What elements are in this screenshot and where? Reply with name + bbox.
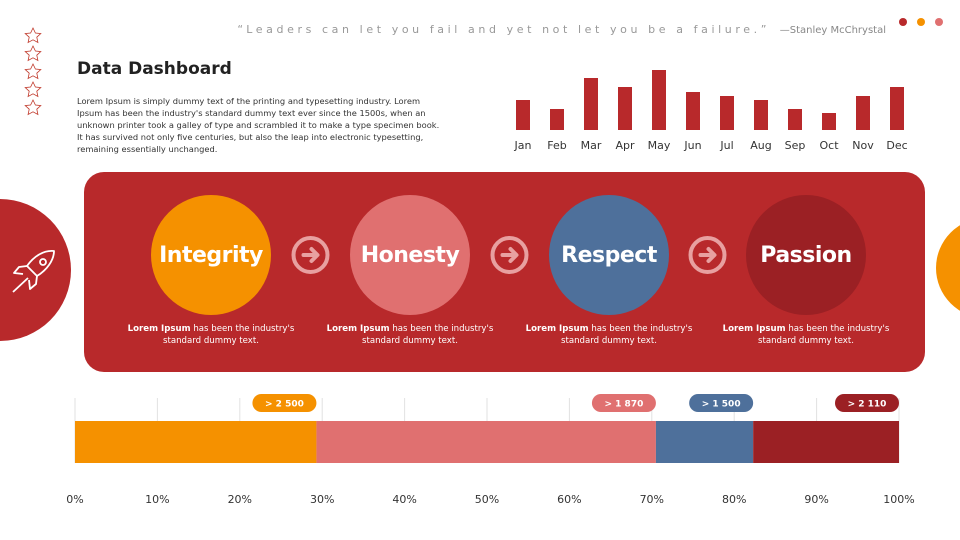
bar (890, 87, 904, 130)
value-title: Integrity (159, 243, 263, 268)
x-tick-label: 0% (66, 493, 83, 506)
dot (899, 18, 907, 26)
x-tick-label: Jan (514, 139, 532, 152)
x-tick-label: Oct (819, 139, 839, 152)
bar (788, 109, 802, 130)
title: Data Dashboard (77, 59, 232, 79)
caption-text: has been the industry's standard dummy t… (162, 324, 295, 346)
x-tick-label: 40% (392, 493, 416, 506)
stars (24, 27, 42, 116)
bar (856, 96, 870, 130)
bar (550, 109, 564, 130)
arrow-ring (291, 236, 330, 274)
value-title: Passion (760, 243, 851, 268)
bar-segment (75, 421, 317, 463)
bar-segment (655, 421, 754, 463)
bar (754, 100, 768, 130)
x-tick-label: Jun (683, 139, 701, 152)
annotation: > 1 870 (604, 400, 643, 410)
annotation: > 2 110 (848, 400, 887, 410)
caption-bold: Lorem Ipsum (525, 324, 589, 334)
x-tick-label: Apr (615, 139, 635, 152)
value-title: Respect (561, 243, 658, 268)
value-caption: Lorem Ipsum has been the industry's stan… (716, 323, 896, 347)
x-tick-label: 90% (804, 493, 828, 506)
dot (935, 18, 943, 26)
rocket-icon (12, 250, 55, 293)
value-circle (151, 195, 271, 315)
dot (917, 18, 925, 26)
x-tick-label: 10% (145, 493, 169, 506)
arrow (301, 247, 320, 263)
x-tick-label: Dec (886, 139, 907, 152)
annotation-pill (835, 394, 899, 412)
bar-segment (753, 421, 899, 463)
body-text: Lorem Ipsum is simply dummy text of the … (77, 96, 440, 154)
x-tick-label: Sep (785, 139, 806, 152)
annotation: > 2 500 (265, 400, 304, 410)
quote-author: —Stanley McChrystal (780, 25, 886, 36)
x-tick-label: 20% (228, 493, 252, 506)
bar (822, 113, 836, 130)
x-tick-label: 50% (475, 493, 499, 506)
bar (584, 78, 598, 130)
bar (652, 70, 666, 130)
x-tick-label: 60% (557, 493, 581, 506)
arrow (698, 247, 717, 263)
bar (516, 100, 530, 130)
x-tick-label: Aug (750, 139, 771, 152)
annotation-pill (252, 394, 317, 412)
annotation: > 1 500 (702, 400, 741, 410)
x-tick-label: Mar (581, 139, 602, 152)
value-circle (549, 195, 669, 315)
annotation-pill (591, 394, 656, 412)
caption-text: has been the industry's standard dummy t… (757, 324, 890, 346)
quote: “Leaders can let you fail and yet not le… (237, 23, 770, 36)
value-title: Honesty (361, 243, 460, 268)
arrow-ring (688, 236, 727, 274)
bar (720, 96, 734, 130)
arrow-ring (490, 236, 529, 274)
arrow (500, 247, 519, 263)
x-tick-label: 30% (310, 493, 334, 506)
caption-text: has been the industry's standard dummy t… (560, 324, 693, 346)
value-caption: Lorem Ipsum has been the industry's stan… (320, 323, 500, 347)
bar (686, 92, 700, 130)
x-tick-label: Nov (852, 139, 874, 152)
x-tick-label: May (648, 139, 671, 152)
bar-segment (316, 421, 656, 463)
bar (618, 87, 632, 130)
side-circle (936, 225, 960, 311)
caption-text: has been the industry's standard dummy t… (361, 324, 494, 346)
caption-bold: Lorem Ipsum (127, 324, 191, 334)
side-circle (0, 199, 71, 341)
value-caption: Lorem Ipsum has been the industry's stan… (121, 323, 301, 347)
x-tick-label: Jul (719, 139, 733, 152)
caption-bold: Lorem Ipsum (326, 324, 390, 334)
x-tick-label: Feb (547, 139, 566, 152)
value-caption: Lorem Ipsum has been the industry's stan… (519, 323, 699, 347)
annotation-pill (689, 394, 754, 412)
caption-bold: Lorem Ipsum (722, 324, 786, 334)
arrows (291, 236, 727, 274)
value-circle (746, 195, 866, 315)
x-tick-label: 100% (883, 493, 914, 506)
value-circle (350, 195, 470, 315)
x-tick-label: 80% (722, 493, 746, 506)
x-tick-label: 70% (640, 493, 664, 506)
